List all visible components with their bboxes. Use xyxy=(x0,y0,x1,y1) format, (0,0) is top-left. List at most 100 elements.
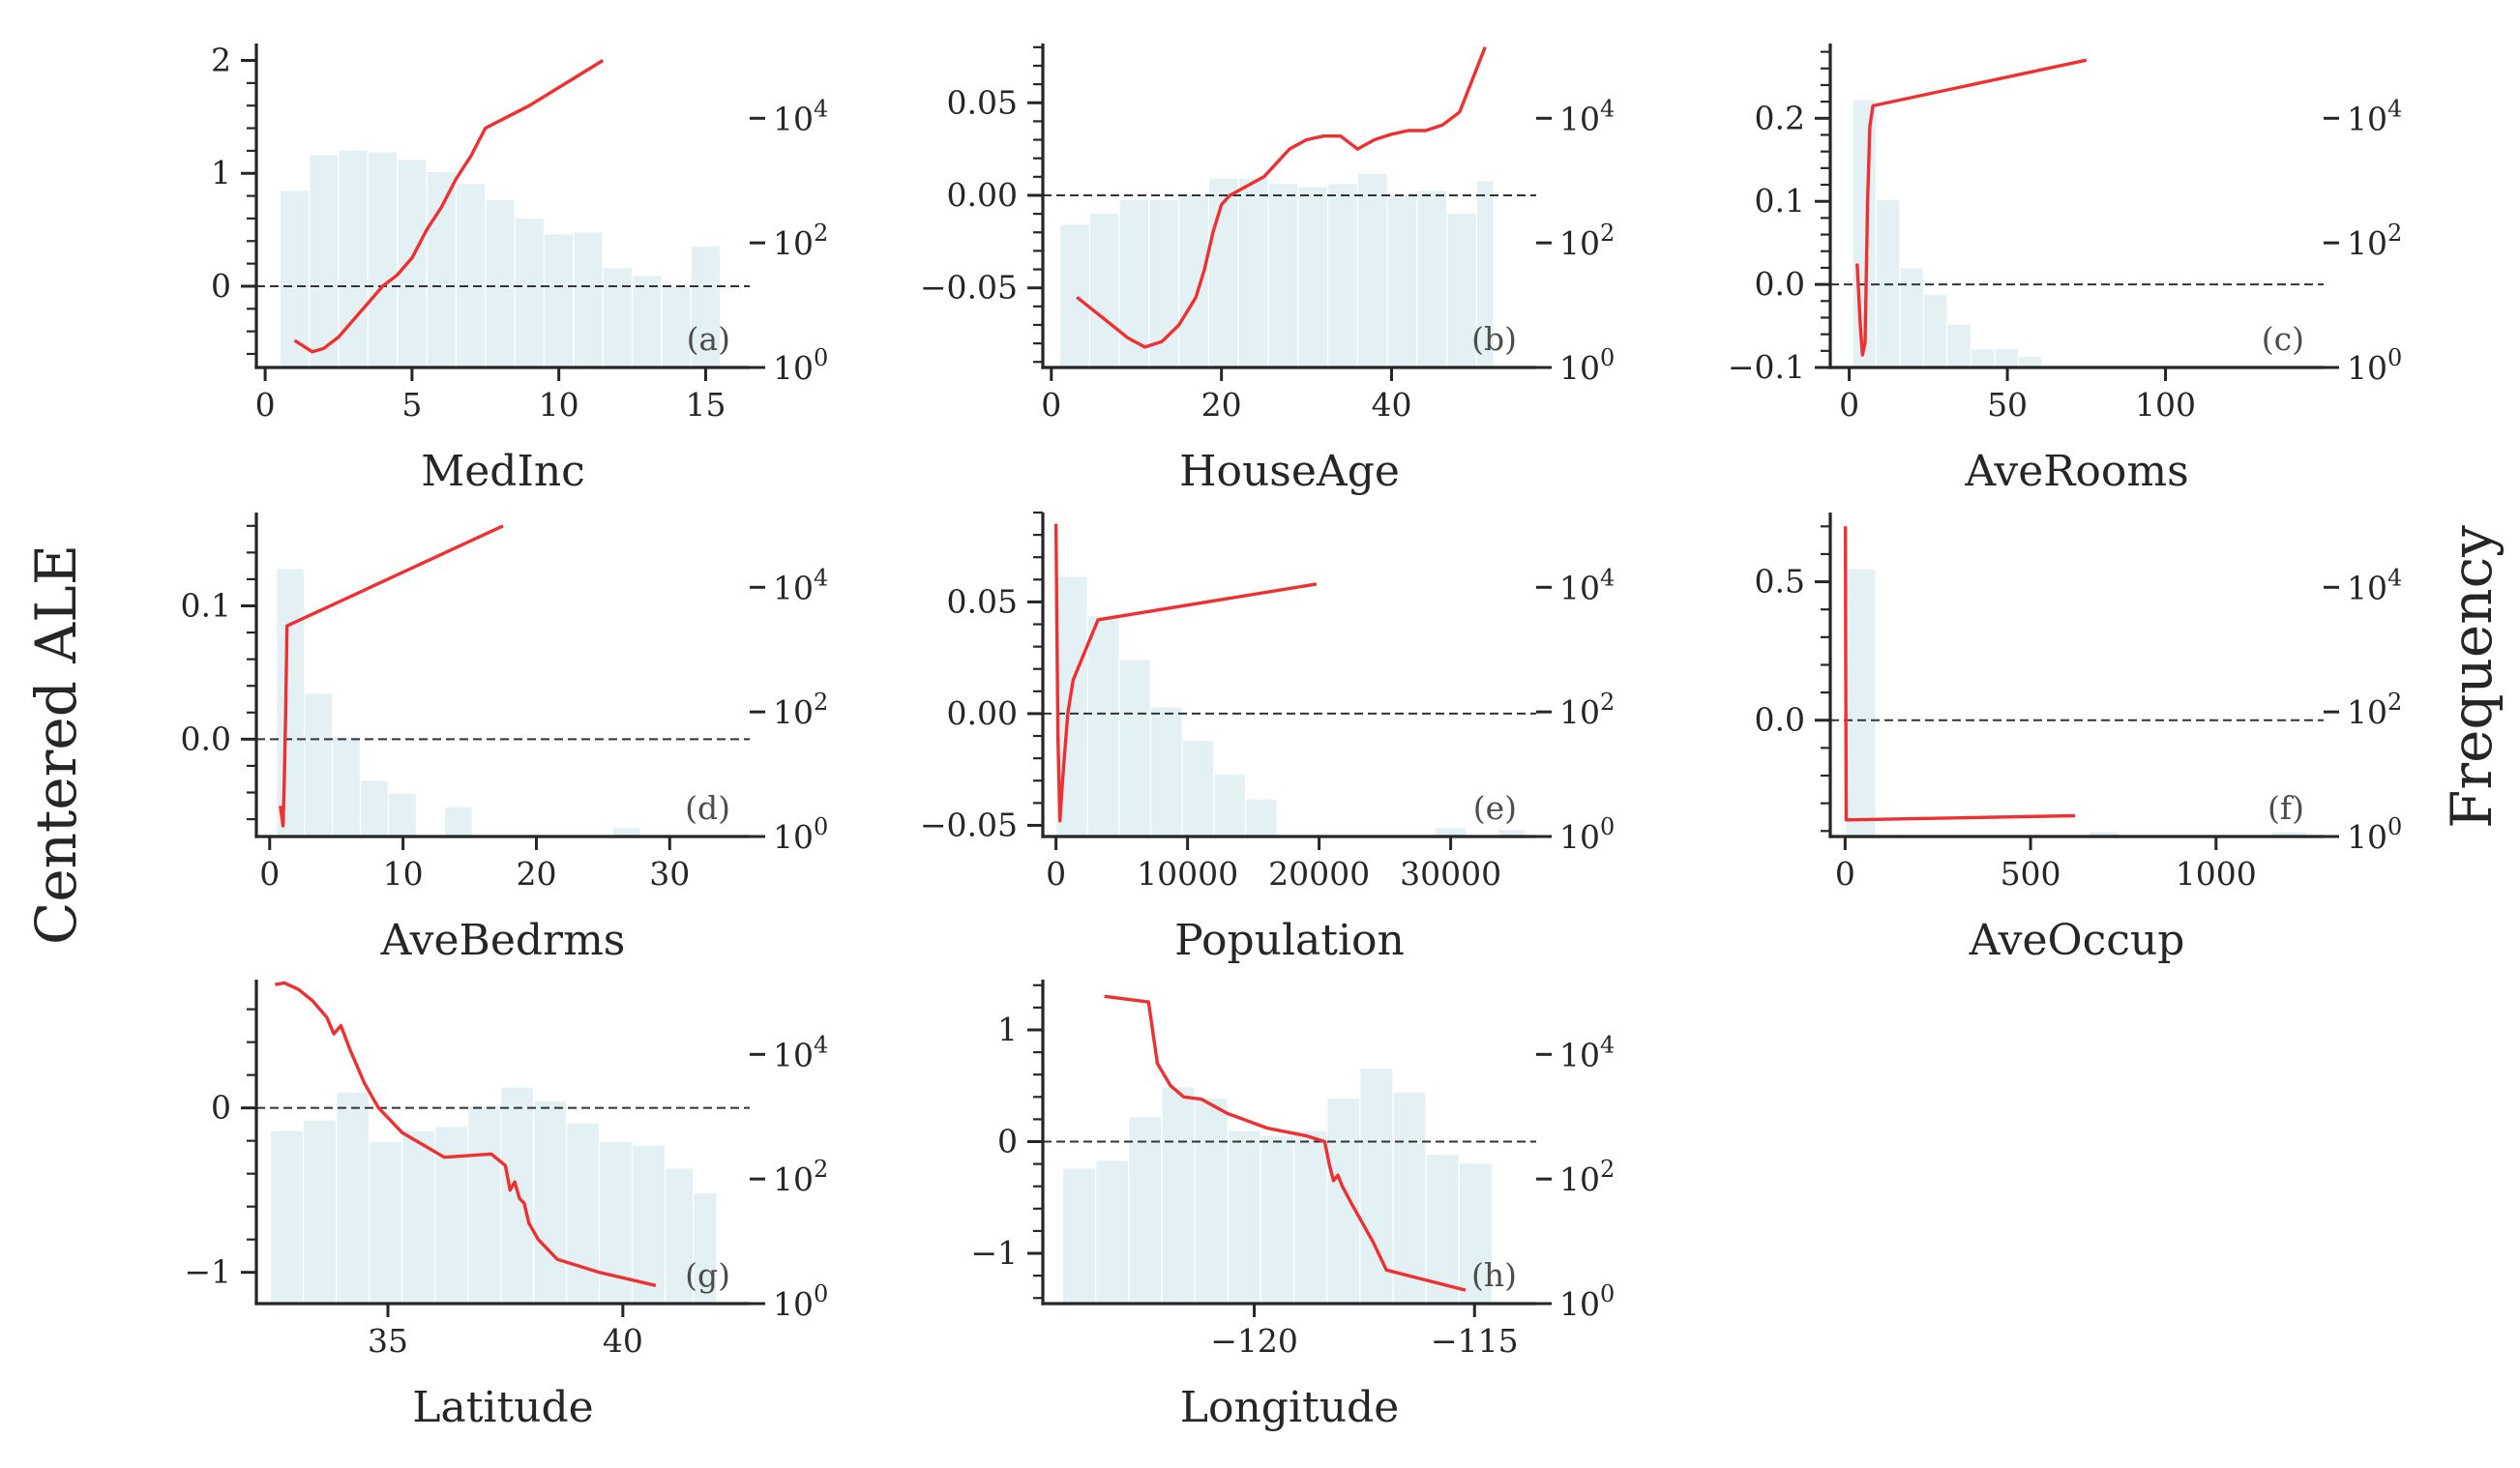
histogram-bar xyxy=(367,151,399,368)
y-tick-label: 0.1 xyxy=(1755,182,1805,220)
histogram-bar xyxy=(1128,1116,1163,1305)
histogram-bar xyxy=(1356,172,1388,368)
freq-tick-label: 100 xyxy=(773,344,828,387)
histogram-bar xyxy=(1458,1162,1494,1305)
ale-panel-1: −0.05 0.00 0.05 0 20 40 100 102 104 HouseAge (b) xyxy=(920,44,1615,496)
ale-series-line xyxy=(1843,526,2076,822)
histogram-bar xyxy=(1267,183,1299,368)
histogram-bar xyxy=(276,568,306,837)
ale-series-line xyxy=(1855,58,2088,357)
histogram-bar xyxy=(1392,1091,1427,1305)
histogram-bar xyxy=(1061,1167,1097,1305)
histogram-bar xyxy=(1946,323,1972,368)
freq-tick-label: 102 xyxy=(2347,220,2402,262)
x-axis-title: AveRooms xyxy=(1964,447,2188,496)
freq-tick-label: 102 xyxy=(2347,689,2402,731)
ale-panel-0: 0 1 2 0 5 10 15 100 102 104 MedInc (a) xyxy=(211,42,828,496)
x-tick-label: 0 xyxy=(255,386,276,424)
freq-tick-label: 104 xyxy=(2347,564,2402,606)
y-tick-label: −1 xyxy=(184,1253,231,1291)
freq-tick-label: 102 xyxy=(773,689,828,731)
x-tick-label: 10 xyxy=(539,386,579,424)
x-tick-label: 10000 xyxy=(1137,855,1238,893)
x-axis-title: AveOccup xyxy=(1969,916,2185,965)
histogram-bar xyxy=(387,792,418,837)
histogram-bar xyxy=(1088,212,1120,368)
x-tick-label: 0 xyxy=(1839,386,1859,424)
ale-series-line xyxy=(1104,994,1467,1292)
histogram-bar xyxy=(338,149,369,368)
histogram-bar xyxy=(1852,99,1878,368)
x-tick-label: 30000 xyxy=(1400,855,1501,893)
ale-series-line xyxy=(275,981,657,1287)
histogram-bar xyxy=(631,1144,667,1305)
histogram-bar xyxy=(1326,1097,1361,1305)
histogram-bar xyxy=(1292,1130,1328,1305)
x-axis-title: HouseAge xyxy=(1179,447,1400,496)
y-tick-label: 0.2 xyxy=(1755,99,1805,136)
x-tick-label: 10 xyxy=(383,855,424,893)
histogram-bar xyxy=(1237,177,1269,368)
histogram-bar xyxy=(485,198,516,368)
histogram-bar xyxy=(602,267,634,368)
freq-tick-label: 104 xyxy=(773,564,828,606)
histogram-bar xyxy=(1149,706,1183,837)
histogram-bar xyxy=(1845,568,1877,837)
y-tick-label: 2 xyxy=(211,42,231,79)
freq-tick-label: 102 xyxy=(773,1156,828,1198)
panel-tag: (a) xyxy=(687,320,730,358)
histogram-bar xyxy=(279,190,311,368)
histogram-bar xyxy=(397,159,428,368)
x-tick-label: 0 xyxy=(1835,855,1855,893)
x-tick-label: 30 xyxy=(649,855,690,893)
histogram-bar xyxy=(1086,615,1120,837)
freq-tick-label: 104 xyxy=(1559,564,1615,606)
y-tick-label: 0.00 xyxy=(947,176,1018,214)
y-tick-label: 0.00 xyxy=(947,694,1018,732)
histogram-bar xyxy=(1227,1130,1262,1305)
panel-tag: (h) xyxy=(1471,1256,1517,1294)
x-tick-label: 0 xyxy=(259,855,280,893)
x-axis-title: Latitude xyxy=(412,1383,593,1432)
histogram-bar xyxy=(304,692,334,837)
histogram-bar xyxy=(1425,1153,1460,1305)
histogram-bar xyxy=(1207,177,1239,368)
histogram-bar xyxy=(1181,739,1215,837)
histogram-bar xyxy=(368,1140,403,1305)
histogram-bar xyxy=(1148,198,1180,368)
histogram-bar xyxy=(1899,267,1925,368)
freq-tick-label: 100 xyxy=(1559,344,1615,387)
freq-tick-label: 102 xyxy=(773,220,828,262)
x-tick-label: −120 xyxy=(1210,1322,1298,1360)
histogram-bar xyxy=(565,1122,601,1305)
y-tick-label: 1 xyxy=(211,154,231,191)
x-tick-label: 5 xyxy=(401,386,422,424)
histogram-bar xyxy=(443,806,473,837)
ale-panel-7: −1 0 1 −120 −115 100 102 104 Longitude (h) xyxy=(970,980,1615,1432)
ale-panel-4: −0.05 0.00 0.05 0 10000 20000 30000 100 102 104 Po… xyxy=(920,511,1615,965)
panel-tag: (g) xyxy=(685,1256,730,1294)
ale-series-line xyxy=(1076,46,1487,349)
freq-tick-label: 100 xyxy=(773,1280,828,1323)
x-tick-label: 20 xyxy=(1201,386,1242,424)
y-tick-label: 0.0 xyxy=(1755,265,1805,303)
histogram-bar xyxy=(1058,223,1090,368)
freq-tick-label: 100 xyxy=(1559,813,1615,856)
histogram-bar xyxy=(1994,348,2020,368)
panel-tag: (c) xyxy=(2262,320,2304,358)
histogram-bar xyxy=(661,285,692,368)
freq-tick-label: 102 xyxy=(1559,1156,1615,1198)
histogram-bar xyxy=(2017,356,2043,368)
x-tick-label: 100 xyxy=(2135,386,2196,424)
x-tick-label: 20000 xyxy=(1268,855,1370,893)
y-tick-label: 0 xyxy=(211,1089,231,1127)
histogram-bar xyxy=(1875,198,1901,368)
figure-ylabel: Centered ALE xyxy=(23,544,89,945)
histogram-bar xyxy=(1416,190,1448,368)
histogram-bar xyxy=(1359,1067,1394,1305)
histogram-bar xyxy=(335,1091,371,1305)
y-tick-label: −0.05 xyxy=(920,269,1018,307)
histogram-bar xyxy=(1178,193,1210,368)
histogram-bar xyxy=(543,233,575,368)
